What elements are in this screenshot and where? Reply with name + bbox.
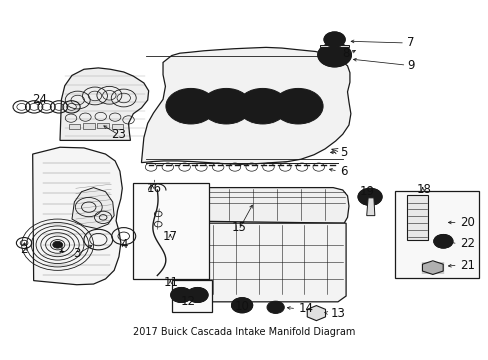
Text: 12: 12 <box>180 294 195 308</box>
Circle shape <box>186 287 208 302</box>
Text: 11: 11 <box>164 276 179 289</box>
Text: 10: 10 <box>234 300 249 313</box>
Text: 17: 17 <box>163 230 177 243</box>
Circle shape <box>170 287 191 302</box>
Text: 9: 9 <box>407 59 414 72</box>
Polygon shape <box>112 123 123 129</box>
Text: 20: 20 <box>459 216 474 229</box>
Polygon shape <box>83 123 94 129</box>
Text: 21: 21 <box>459 259 474 272</box>
Polygon shape <box>407 195 427 240</box>
Circle shape <box>324 32 345 47</box>
Circle shape <box>433 234 452 248</box>
Polygon shape <box>33 147 122 285</box>
Circle shape <box>231 298 252 313</box>
Polygon shape <box>306 306 325 321</box>
Polygon shape <box>141 48 350 164</box>
Text: 2017 Buick Cascada Intake Manifold Diagram: 2017 Buick Cascada Intake Manifold Diagr… <box>133 327 355 337</box>
Text: 6: 6 <box>340 165 347 178</box>
Polygon shape <box>173 223 346 302</box>
Polygon shape <box>422 261 442 274</box>
Bar <box>395 191 478 278</box>
Text: 19: 19 <box>359 185 373 198</box>
Circle shape <box>357 188 381 205</box>
Text: 8: 8 <box>342 47 349 60</box>
Circle shape <box>53 241 62 248</box>
Text: 5: 5 <box>340 146 347 159</box>
Text: 1: 1 <box>58 242 65 255</box>
Text: 2: 2 <box>20 243 28 256</box>
Text: 23: 23 <box>111 128 126 141</box>
Circle shape <box>266 301 284 314</box>
Bar <box>133 183 208 279</box>
Text: 22: 22 <box>459 237 474 250</box>
Text: 14: 14 <box>298 302 312 315</box>
Polygon shape <box>366 198 374 216</box>
Polygon shape <box>165 188 348 223</box>
Polygon shape <box>68 124 80 130</box>
Text: 4: 4 <box>120 238 127 251</box>
Text: 7: 7 <box>407 36 414 49</box>
Text: 16: 16 <box>146 182 162 195</box>
Text: 13: 13 <box>330 307 345 320</box>
Polygon shape <box>97 123 109 129</box>
Polygon shape <box>320 45 348 48</box>
Circle shape <box>317 43 351 67</box>
Polygon shape <box>72 188 114 229</box>
Circle shape <box>201 89 251 124</box>
Circle shape <box>237 89 287 124</box>
Text: 15: 15 <box>231 221 245 234</box>
Bar <box>171 280 211 312</box>
Circle shape <box>165 89 215 124</box>
Text: 24: 24 <box>32 93 47 106</box>
Circle shape <box>273 89 323 124</box>
Text: 18: 18 <box>416 184 431 197</box>
Text: 3: 3 <box>73 247 81 260</box>
Polygon shape <box>60 68 148 140</box>
